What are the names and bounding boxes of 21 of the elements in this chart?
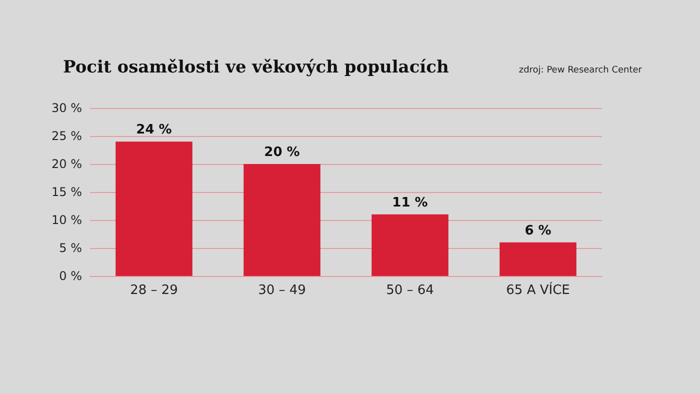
y-tick-label: 0 % <box>59 269 82 283</box>
bar <box>500 242 576 276</box>
bar <box>244 164 320 276</box>
y-tick-label: 25 % <box>52 129 82 143</box>
x-tick-label: 50 – 64 <box>386 283 434 298</box>
y-tick-label: 15 % <box>52 185 82 199</box>
data-label: 6 % <box>524 223 552 238</box>
y-tick-label: 5 % <box>59 241 82 255</box>
y-tick-label: 30 % <box>52 101 82 115</box>
data-label: 24 % <box>136 122 172 138</box>
bar <box>372 214 448 276</box>
bar <box>116 142 192 276</box>
chart-title: Pocit osamělosti ve věkových populacích <box>63 58 449 78</box>
x-tick-label: 30 – 49 <box>258 283 306 298</box>
x-tick-label: 28 – 29 <box>130 283 178 298</box>
text: zdroj: Pew Research Center <box>518 66 642 76</box>
y-tick-label: 10 % <box>52 213 82 227</box>
data-label: 20 % <box>264 145 300 160</box>
y-tick-label: 20 % <box>52 157 82 171</box>
data-label: 11 % <box>392 195 428 210</box>
x-tick-label: 65 A VÍCE <box>506 281 570 298</box>
